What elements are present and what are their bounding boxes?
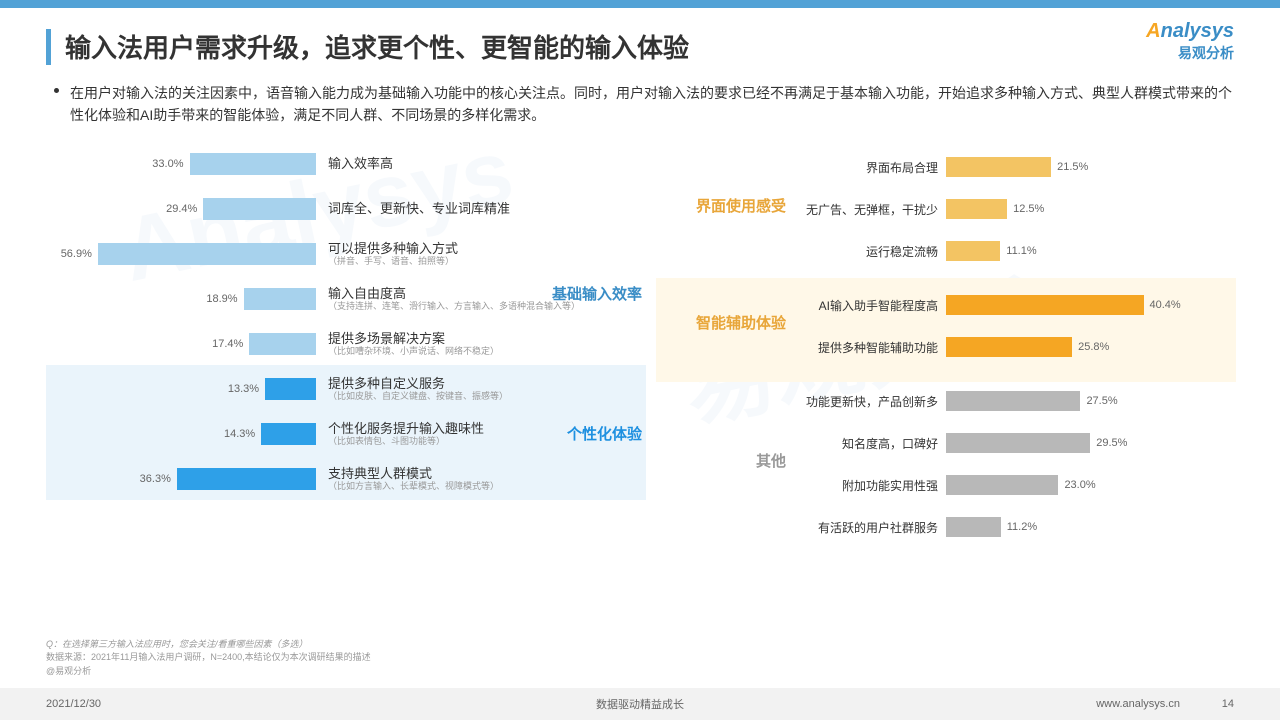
bar <box>244 288 316 310</box>
bar <box>946 295 1144 315</box>
bar-value: 14.3% <box>224 428 255 440</box>
bar <box>98 243 316 265</box>
footnote-handle: @易观分析 <box>46 665 371 679</box>
footnote-source: 数据来源：2021年11月输入法用户调研，N=2400,本结论仅为本次调研结果的… <box>46 651 371 665</box>
header: 输入法用户需求升级，追求更个性、更智能的输入体验 Analysys 易观分析 <box>46 28 1234 65</box>
right-chart: 界面使用感受界面布局合理21.5%无广告、无弹框，干扰少12.5%运行稳定流畅1… <box>656 140 1236 640</box>
bar-value: 11.2% <box>1007 521 1037 533</box>
bar-value: 27.5% <box>1086 395 1117 407</box>
bar-label: 功能更新快，产品创新多 <box>786 393 946 410</box>
bar-sublabel: （比如皮肤、自定义键盘、按键音、振感等） <box>328 391 508 402</box>
bar-label: 提供多场景解决方案 <box>328 331 499 347</box>
bar-value: 56.9% <box>61 248 92 260</box>
bar <box>946 433 1090 453</box>
bar-value: 18.9% <box>206 293 237 305</box>
footer-date: 2021/12/30 <box>46 698 101 710</box>
bar-label: 输入自由度高 <box>328 286 580 302</box>
chart-row: 56.9% 可以提供多种输入方式（拼音、手写、语音、拍照等） <box>46 232 646 276</box>
bar-label: 提供多种智能辅助功能 <box>786 339 946 356</box>
bar-label: 输入效率高 <box>328 156 393 172</box>
bar <box>946 199 1007 219</box>
bar-sublabel: （比如嘈杂环境、小声说话、网络不稳定） <box>328 346 499 357</box>
logo-main: Analysys <box>1146 20 1234 43</box>
logo: Analysys 易观分析 <box>1146 20 1234 63</box>
bar-sublabel: （比如方言输入、长辈模式、视障模式等） <box>328 481 499 492</box>
bar-value: 17.4% <box>212 338 243 350</box>
footer-band: 2021/12/30 数据驱动精益成长 www.analysys.cn 14 <box>0 688 1280 720</box>
bar-sublabel: （支持连拼、连笔、滑行输入、方言输入、多语种混合输入等） <box>328 301 580 312</box>
bar <box>249 333 316 355</box>
bar <box>946 241 1000 261</box>
bar-label: 知名度高，口碑好 <box>786 435 946 452</box>
title-accent <box>46 29 51 65</box>
chart-row: 29.4% 词库全、更新快、专业词库精准 <box>46 187 646 231</box>
bar-label: 个性化服务提升输入趣味性 <box>328 421 484 437</box>
bar-value: 29.4% <box>166 203 197 215</box>
bar-sublabel: （比如表情包、斗图功能等） <box>328 436 484 447</box>
chart-row: 18.9% 输入自由度高（支持连拼、连笔、滑行输入、方言输入、多语种混合输入等） <box>46 277 646 321</box>
bar-label: 支持典型人群模式 <box>328 466 499 482</box>
bar <box>265 378 316 400</box>
bar-value: 13.3% <box>228 383 259 395</box>
footer-url: www.analysys.cn <box>1096 698 1180 710</box>
bar <box>946 391 1080 411</box>
bar-label: 界面布局合理 <box>786 159 946 176</box>
bar-value: 29.5% <box>1096 437 1127 449</box>
footnotes: Q：在选择第三方输入法应用时，您会关注/看重哪些因素（多选） 数据来源：2021… <box>46 638 371 679</box>
bar <box>261 423 316 445</box>
footer-motto: 数据驱动精益成长 <box>596 696 684 712</box>
bar <box>177 468 316 490</box>
chart-row: 运行稳定流畅 11.1% <box>656 230 1236 272</box>
chart-row: 13.3% 提供多种自定义服务（比如皮肤、自定义键盘、按键音、振感等） <box>46 367 646 411</box>
chart-row: 有活跃的用户社群服务 11.2% <box>656 506 1236 548</box>
chart-row: 无广告、无弹框，干扰少 12.5% <box>656 188 1236 230</box>
description: 在用户对输入法的关注因素中，语音输入能力成为基础输入功能中的核心关注点。同时，用… <box>70 82 1234 127</box>
chart-row: 知名度高，口碑好 29.5% <box>656 422 1236 464</box>
chart-row: 36.3% 支持典型人群模式（比如方言输入、长辈模式、视障模式等） <box>46 457 646 501</box>
bar-label: 提供多种自定义服务 <box>328 376 508 392</box>
bullet-icon <box>54 88 59 93</box>
chart-row: AI输入助手智能程度高 40.4% <box>656 284 1236 326</box>
bar-value: 36.3% <box>140 473 171 485</box>
bar-value: 33.0% <box>152 158 183 170</box>
bar-value: 21.5% <box>1057 161 1088 173</box>
bar <box>946 517 1001 537</box>
bar <box>946 337 1072 357</box>
bar-label: 附加功能实用性强 <box>786 477 946 494</box>
bar-sublabel: （拼音、手写、语音、拍照等） <box>328 256 458 267</box>
page-number: 14 <box>1222 698 1234 710</box>
bar-label: 词库全、更新快、专业词库精准 <box>328 201 510 217</box>
bar-label: 有活跃的用户社群服务 <box>786 519 946 536</box>
chart-row: 33.0% 输入效率高 <box>46 142 646 186</box>
bar-label: 无广告、无弹框，干扰少 <box>786 201 946 218</box>
bar-value: 11.1% <box>1006 245 1036 257</box>
bar-label: 运行稳定流畅 <box>786 243 946 260</box>
chart-row: 附加功能实用性强 23.0% <box>656 464 1236 506</box>
chart-row: 17.4% 提供多场景解决方案（比如嘈杂环境、小声说话、网络不稳定） <box>46 322 646 366</box>
bar <box>946 475 1058 495</box>
bar-label: AI输入助手智能程度高 <box>786 297 946 314</box>
bar <box>946 157 1051 177</box>
bar-value: 23.0% <box>1064 479 1095 491</box>
chart-row: 提供多种智能辅助功能 25.8% <box>656 326 1236 368</box>
left-chart: 基础输入效率33.0%输入效率高29.4%词库全、更新快、专业词库精准56.9%… <box>46 140 646 640</box>
footnote-question: Q：在选择第三方输入法应用时，您会关注/看重哪些因素（多选） <box>46 638 371 652</box>
bar-value: 40.4% <box>1150 299 1181 311</box>
bar-label: 可以提供多种输入方式 <box>328 241 458 257</box>
bar-value: 12.5% <box>1013 203 1044 215</box>
chart-row: 界面布局合理 21.5% <box>656 146 1236 188</box>
top-band <box>0 0 1280 8</box>
chart-row: 功能更新快，产品创新多 27.5% <box>656 380 1236 422</box>
bar <box>203 198 316 220</box>
chart-row: 14.3% 个性化服务提升输入趣味性（比如表情包、斗图功能等） <box>46 412 646 456</box>
bar <box>190 153 317 175</box>
page-title: 输入法用户需求升级，追求更个性、更智能的输入体验 <box>65 28 689 65</box>
logo-sub: 易观分析 <box>1146 43 1234 63</box>
bar-value: 25.8% <box>1078 341 1109 353</box>
